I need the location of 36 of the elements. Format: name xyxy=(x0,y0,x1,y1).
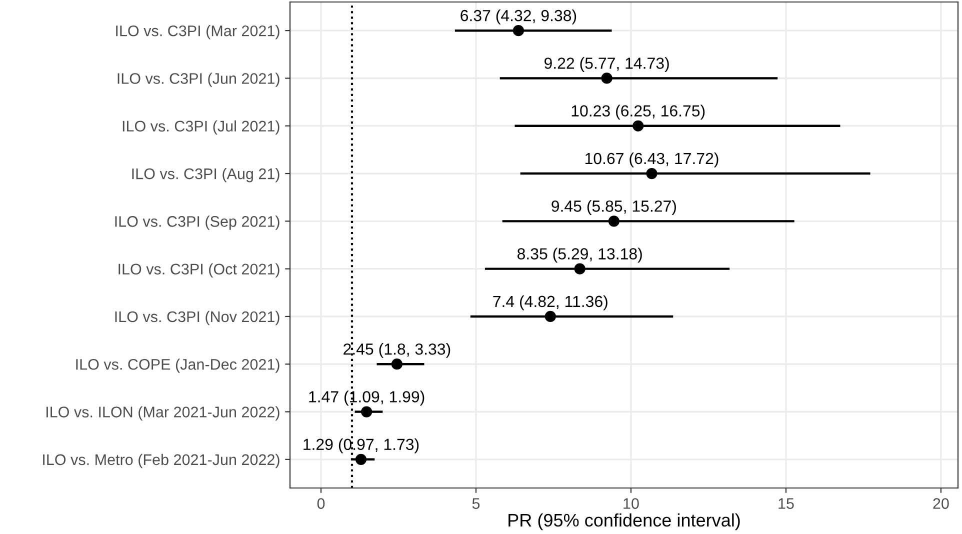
y-tick-label: ILO vs. COPE (Jan-Dec 2021) xyxy=(76,358,280,373)
point xyxy=(512,25,524,36)
point xyxy=(391,358,402,370)
point xyxy=(574,263,586,274)
data-label: 6.37 (4.32, 9.38) xyxy=(460,10,576,24)
data-label: 8.35 (5.29, 13.18) xyxy=(517,248,642,263)
data-label: 9.22 (5.77, 14.73) xyxy=(544,57,669,72)
y-tick-label: ILO vs. C3PI (Mar 2021) xyxy=(116,25,280,40)
y-tick-label: ILO vs. C3PI (Jul 2021) xyxy=(122,120,280,135)
data-label: 1.47 (1.09, 1.99) xyxy=(309,390,424,406)
point xyxy=(632,120,644,132)
x-tick-label: 20 xyxy=(933,498,949,509)
point xyxy=(355,454,367,465)
y-tick-label: ILO vs. C3PI (Oct 2021) xyxy=(118,263,280,278)
data-label: 10.23 (6.25, 16.75) xyxy=(572,104,705,120)
point xyxy=(646,168,658,180)
point xyxy=(608,216,620,227)
x-tick-label: 0 xyxy=(317,498,325,509)
y-tick-label: ILO vs. C3PI (Nov 2021) xyxy=(115,310,280,326)
data-label: 10.67 (6.43, 17.72) xyxy=(585,152,718,168)
x-tick-label: 5 xyxy=(472,498,480,509)
y-tick-label: ILO vs. Metro (Feb 2021-Jun 2022) xyxy=(43,454,280,468)
y-tick-label: ILO vs. C3PI (Jun 2021) xyxy=(118,72,280,87)
y-tick-label: ILO vs. C3PI (Sep 2021) xyxy=(115,216,280,230)
x-axis-title: PR (95% confidence interval) xyxy=(508,513,740,530)
point xyxy=(361,406,372,418)
data-label: 9.45 (5.85, 15.27) xyxy=(552,200,676,215)
x-tick-label: 15 xyxy=(778,498,794,509)
y-tick-label: ILO vs. C3PI (Aug 21) xyxy=(132,168,280,182)
point xyxy=(544,310,556,322)
y-tick-label: ILO vs. ILON (Mar 2021-Jun 2022) xyxy=(46,406,280,420)
point xyxy=(601,72,612,84)
data-label: 1.29 (0.97, 1.73) xyxy=(304,438,419,454)
x-tick-label: 10 xyxy=(624,498,639,509)
data-label: 2.45 (1.8, 3.33) xyxy=(344,343,450,358)
data-label: 7.4 (4.82, 11.36) xyxy=(493,295,608,310)
